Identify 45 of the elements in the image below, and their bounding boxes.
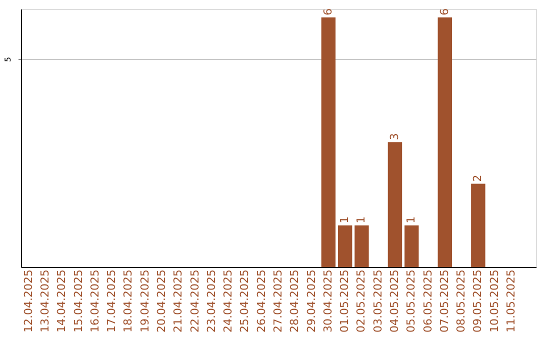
bar [354, 225, 369, 267]
x-tick-label: 21.04.2025 [172, 270, 185, 332]
x-tick-label: 27.04.2025 [272, 270, 284, 332]
bar [321, 17, 336, 267]
x-tick-label: 06.05.2025 [421, 270, 434, 332]
x-tick-label: 12.04.2025 [22, 270, 35, 332]
x-tick-label: 07.05.2025 [438, 270, 451, 332]
x-tick-label: 24.04.2025 [222, 270, 235, 332]
bar [438, 17, 452, 267]
bar [471, 184, 486, 267]
x-tick-label: 01.05.2025 [338, 270, 352, 332]
x-tick-label: 08.05.2025 [454, 270, 468, 332]
x-tick-label: 15.04.2025 [72, 270, 85, 332]
x-tick-label: 29.04.2025 [304, 270, 318, 332]
x-tick-label: 18.04.2025 [122, 270, 135, 332]
x-tick-label: 19.04.2025 [138, 270, 152, 332]
y-tick-label: 5 [4, 56, 12, 62]
x-tick-label: 16.04.2025 [88, 270, 102, 332]
x-tick-label: 26.04.2025 [254, 270, 268, 332]
x-tick-label: 04.05.2025 [388, 270, 401, 332]
x-tick-label: 25.04.2025 [238, 270, 252, 332]
x-tick-label: 30.04.2025 [321, 270, 334, 332]
data-label: 6 [438, 8, 451, 16]
x-tick-label: 13.04.2025 [38, 270, 52, 332]
data-label: 6 [321, 8, 334, 16]
x-tick-label: 11.05.2025 [504, 270, 518, 332]
data-label: 2 [471, 174, 484, 182]
x-tick-label: 02.05.2025 [354, 270, 368, 332]
bar [338, 225, 352, 267]
x-tick-label: 20.04.2025 [155, 270, 168, 332]
bar [388, 142, 402, 267]
x-tick-label: 23.04.2025 [204, 270, 218, 332]
bar [404, 225, 419, 267]
x-tick-label: 09.05.2025 [471, 270, 484, 332]
x-tick-label: 10.05.2025 [488, 270, 501, 332]
x-tick-label: 03.05.2025 [371, 270, 384, 332]
data-label: 3 [388, 133, 401, 140]
x-tick-label: 22.04.2025 [188, 270, 202, 332]
x-tick-label: 17.04.2025 [105, 270, 118, 332]
data-label: 1 [338, 216, 352, 224]
x-tick-label: 14.04.2025 [55, 270, 68, 332]
x-tick-label: 28.04.2025 [288, 270, 302, 332]
x-tick-label: 05.05.2025 [404, 270, 418, 332]
data-label: 1 [354, 216, 368, 224]
data-label: 1 [404, 216, 418, 224]
